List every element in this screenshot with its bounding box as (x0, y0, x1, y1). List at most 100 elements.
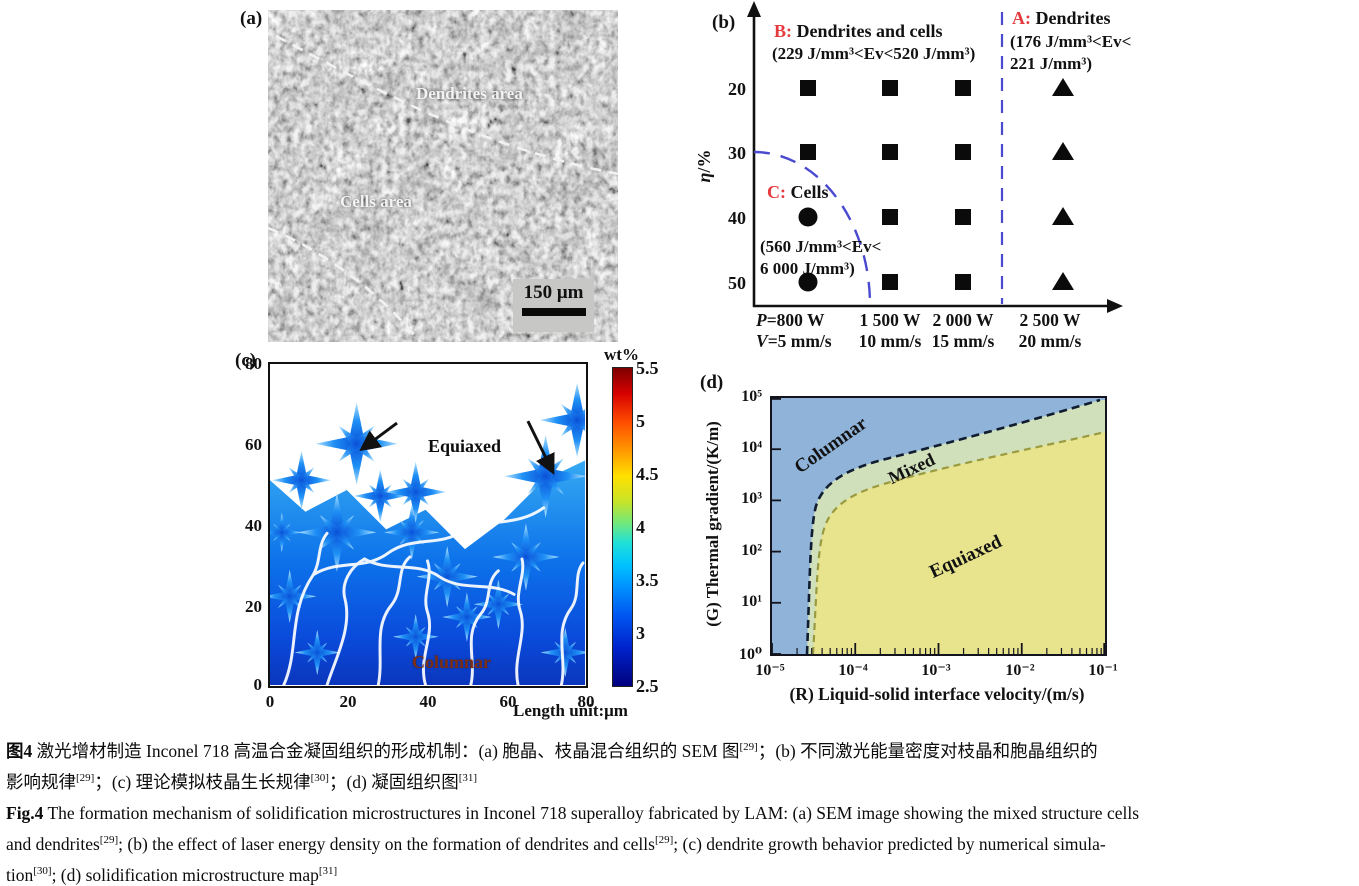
ref-31: [31] (318, 865, 338, 878)
dendrites-area-label: Dendrites area (416, 84, 523, 103)
d-x-axis-label: (R) Liquid-solid interface velocity/(m/s… (789, 684, 1085, 704)
panel-a-tag: (a) (240, 8, 263, 29)
ref-29: [29] (76, 772, 95, 785)
d-ytick-1e5: 10⁵ (741, 388, 762, 405)
cbar-tick-5: 5 (636, 411, 645, 431)
panel-b-svg: (b) B: Dendrites and cells (229 J/mm³<Ev… (694, 1, 1131, 351)
ref-29: [29] (654, 834, 674, 847)
ref-29: [29] (739, 741, 758, 754)
caption-en-line-1: Fig.4 The formation mechanism of solidif… (6, 803, 1140, 823)
b-xtick-power-2: 1 500 W (860, 310, 921, 330)
b-xtick-power-1: P=800 W (755, 310, 825, 330)
b-xtick-speed-3: 15 mm/s (932, 331, 995, 351)
panel-b-marker-square (800, 80, 816, 96)
panel-b-marker-square (882, 209, 898, 225)
caption-en-line-3: tion[30]; (d) solidification microstruct… (6, 865, 338, 885)
d-xtick-1e-1: 10⁻¹ (1088, 662, 1118, 679)
c-ytick-40: 40 (245, 516, 262, 535)
d-ytick-1e1: 10¹ (741, 593, 762, 610)
b-xtick-power-4: 2 500 W (1020, 310, 1081, 330)
caption-zh-line-1: 图4 激光增材制造 Inconel 718 高温合金凝固组织的形成机制：(a) … (6, 741, 1098, 761)
cbar-tick-4: 4 (636, 517, 645, 537)
caption-zh-line-2: 影响规律[29]；(c) 理论模拟枝晶生长规律[30]；(d) 凝固组织图[31… (6, 772, 478, 792)
equiaxed-region-fill (813, 432, 1105, 654)
b-xtick-speed-4: 20 mm/s (1019, 331, 1082, 351)
panel-b-chart: (b) B: Dendrites and cells (229 J/mm³<Ev… (690, 0, 1160, 352)
c-ytick-80: 80 (245, 354, 262, 373)
ref-29: [29] (99, 834, 119, 847)
scale-bar: 150 μm (513, 279, 594, 332)
boundary-dashed-line-lower (267, 226, 422, 343)
panel-b-marker-circle (798, 272, 818, 292)
panel-d-tag: (d) (700, 372, 724, 393)
mixed-equiaxed-boundary-dashed (811, 430, 1106, 655)
c-ytick-60: 60 (245, 435, 262, 454)
panel-c-chart: (c) (230, 345, 750, 725)
d-xtick-1e-3: 10⁻³ (921, 662, 951, 679)
caption-en-line-2: and dendrites[29]; (b) the effect of las… (6, 834, 1106, 854)
boundary-dashed-line-upper (275, 34, 619, 176)
panel-b-marker-square (955, 80, 971, 96)
panel-b-marker-square (882, 80, 898, 96)
region-c-arc-dashed (753, 150, 872, 306)
scale-bar-line (521, 308, 586, 316)
b-xtick-speed-2: 10 mm/s (859, 331, 922, 351)
panel-b-marker-square (955, 274, 971, 290)
figure-caption: 图4 激光增材制造 Inconel 718 高温合金凝固组织的形成机制：(a) … (6, 736, 1354, 886)
region-a-title: A: Dendrites (1012, 8, 1111, 28)
cbar-tick-3: 3 (636, 623, 645, 643)
ref-31: [31] (458, 772, 478, 785)
y-axis-arrow (747, 1, 761, 17)
cbar-tick-4p5: 4.5 (636, 464, 659, 484)
b-ytick-30: 30 (728, 143, 746, 163)
panel-d-map: Columnar Mixed Equiaxed (770, 396, 1107, 656)
c-xtick-20: 20 (339, 692, 357, 711)
region-a-letter: A: (1012, 8, 1031, 28)
b-xtick-power-3: 2 000 W (933, 310, 994, 330)
ref-30: [30] (33, 865, 52, 878)
region-c-title: C: Cells (767, 182, 829, 202)
panel-d-chart: (d) Columnar Mixed Equiaxed 10⁵ 10⁴ 10³ … (690, 360, 1160, 720)
panel-b-marker-triangle (1052, 207, 1074, 225)
region-b-title: B: Dendrites and cells (774, 21, 943, 41)
columnar-mixed-boundary-dashed (805, 398, 1101, 655)
b-ytick-40: 40 (728, 208, 746, 228)
c-ytick-0: 0 (253, 675, 263, 694)
panel-d-minor-ticks (796, 648, 1102, 654)
d-ytick-1e3: 10³ (741, 490, 762, 507)
d-ytick-1e0: 10⁰ (738, 646, 762, 663)
c-xtick-40: 40 (419, 692, 437, 711)
panel-b-markers (798, 78, 1074, 292)
cbar-tick-2p5: 2.5 (636, 676, 659, 696)
eta-symbol: η (694, 172, 714, 182)
b-xtick-speed-1: V=5 mm/s (756, 331, 832, 351)
d-ytick-1e2: 10² (741, 542, 762, 559)
b-ytick-50: 50 (728, 273, 746, 293)
eta-unit: /% (694, 150, 714, 174)
d-xtick-1e-4: 10⁻⁴ (838, 662, 868, 679)
caption-en-tag: Fig.4 (6, 803, 44, 823)
panel-b-marker-square (882, 274, 898, 290)
v-symbol: V (756, 331, 769, 351)
c-xtick-0: 0 (265, 692, 275, 711)
scale-bar-label: 150 μm (523, 282, 584, 303)
heatmap-svg (262, 364, 615, 687)
d-xtick-1e-5: 10⁻⁵ (755, 662, 785, 679)
columnar-field (270, 460, 585, 685)
panel-b-marker-triangle (1052, 142, 1074, 160)
panel-d-svg: Columnar Mixed Equiaxed (771, 397, 1106, 655)
region-c-name: Cells (786, 182, 829, 202)
cbar-tick-5p5: 5.5 (636, 358, 659, 378)
panel-b-marker-square (882, 144, 898, 160)
colorbar-title: wt% (604, 345, 639, 364)
c-x-axis-label: Length unit:μm (513, 701, 628, 720)
grain-boundaries (282, 506, 585, 687)
region-c-range-2: 6 000 J/mm³) (760, 259, 855, 278)
panel-b-tag: (b) (712, 12, 735, 33)
c-xtick-60: 60 (499, 692, 517, 711)
equiaxed-region-label: Equiaxed (428, 436, 502, 456)
region-a-name: Dendrites (1031, 8, 1111, 28)
panel-c-heatmap: Equiaxed Columnar (262, 362, 615, 688)
panel-b-marker-square (800, 144, 816, 160)
